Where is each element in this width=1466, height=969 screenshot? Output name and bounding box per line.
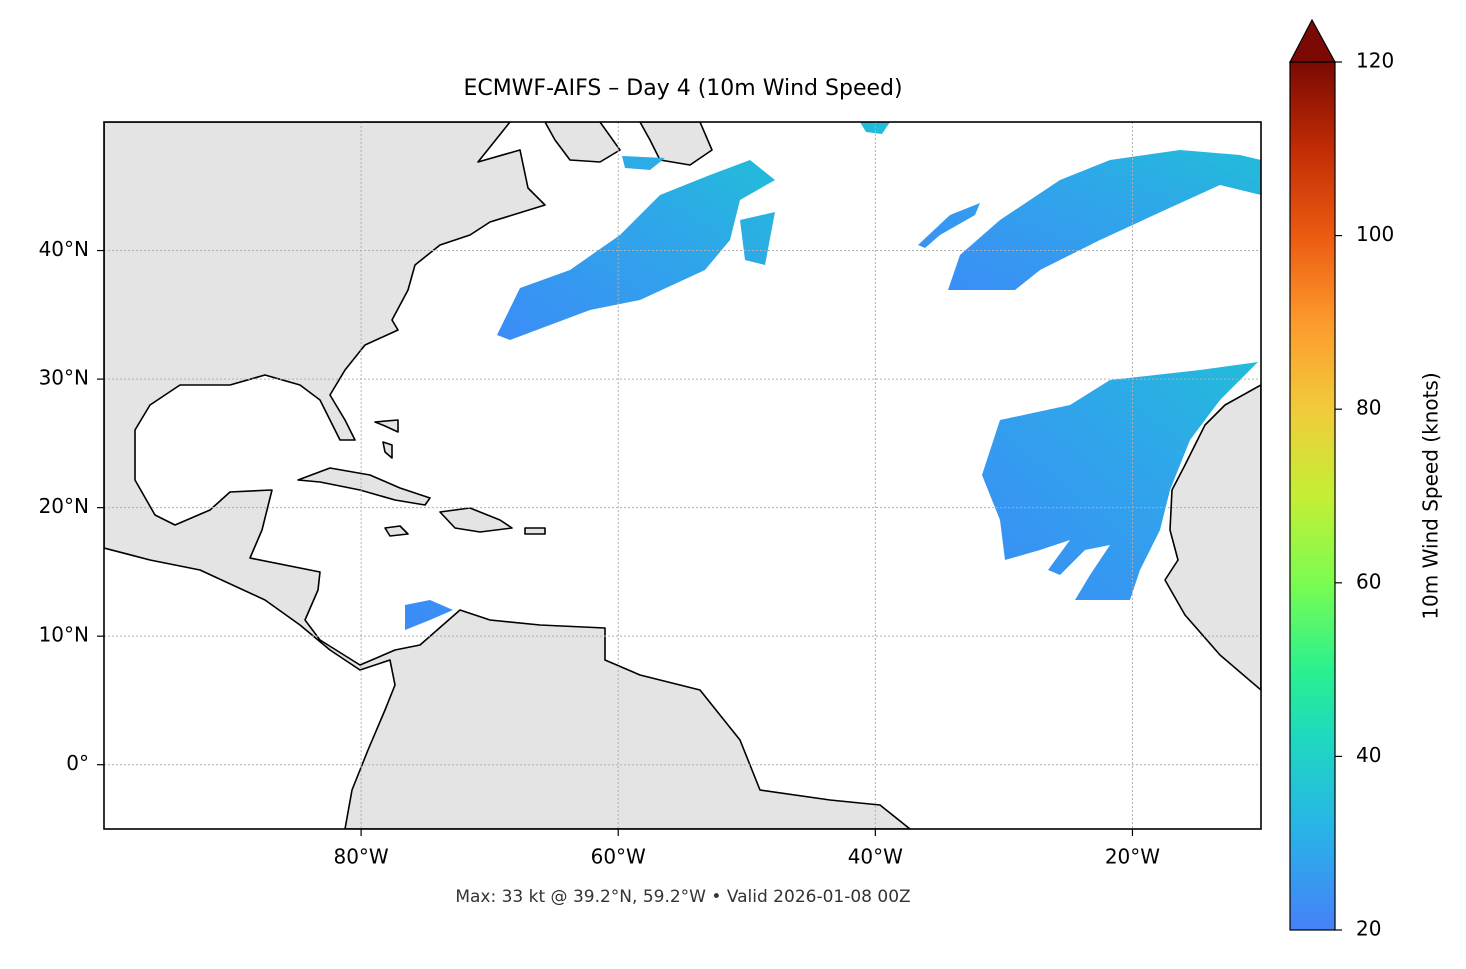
americas <box>104 122 911 829</box>
y-tick-label: 20°N <box>39 494 89 518</box>
newfoundland <box>639 122 713 166</box>
chart-title: ECMWF-AIFS – Day 4 (10m Wind Speed) <box>463 76 902 101</box>
map-frame <box>103 121 1262 830</box>
y-tick-label: 0° <box>66 751 89 775</box>
x-tick-label: 20°W <box>1105 845 1160 869</box>
footer: Max: 33 kt @ 39.2°N, 59.2°W • Valid 2026… <box>455 887 910 907</box>
colorbar-tick-label: 80 <box>1356 396 1381 420</box>
wind-field <box>918 150 1261 290</box>
y-tick-label: 40°N <box>39 237 89 261</box>
colorbar-extend <box>1289 18 1337 63</box>
jamaica <box>384 525 409 537</box>
axes: 80°W 60°W 40°W 20°W 0° 10°N 20°N 30°N 40°N 20 40 60… <box>39 49 1395 941</box>
colorbar-label: 10m Wind Speed (knots) <box>1419 372 1443 619</box>
y-tick-label: 10°N <box>39 623 89 647</box>
colorbar-tick-label: 20 <box>1356 917 1381 941</box>
canada-east <box>544 122 621 163</box>
wind-field <box>497 160 775 340</box>
bahamas <box>374 419 399 459</box>
map <box>104 122 1261 829</box>
colorbar-tick-label: 40 <box>1356 743 1381 767</box>
x-tick-label: 40°W <box>848 845 903 869</box>
gridlines <box>104 122 1261 829</box>
puerto-rico <box>524 527 546 535</box>
x-tick-label: 60°W <box>591 845 646 869</box>
x-tick-label: 80°W <box>333 845 388 869</box>
colorbar-tick-label: 120 <box>1356 49 1394 73</box>
colorbar-tick-label: 100 <box>1356 222 1394 246</box>
africa <box>1164 384 1261 691</box>
cuba <box>297 467 431 506</box>
colorbar-tick-label: 60 <box>1356 569 1381 593</box>
y-tick-label: 30°N <box>39 366 89 390</box>
colorbar <box>1289 61 1336 931</box>
wind-field <box>982 362 1258 600</box>
